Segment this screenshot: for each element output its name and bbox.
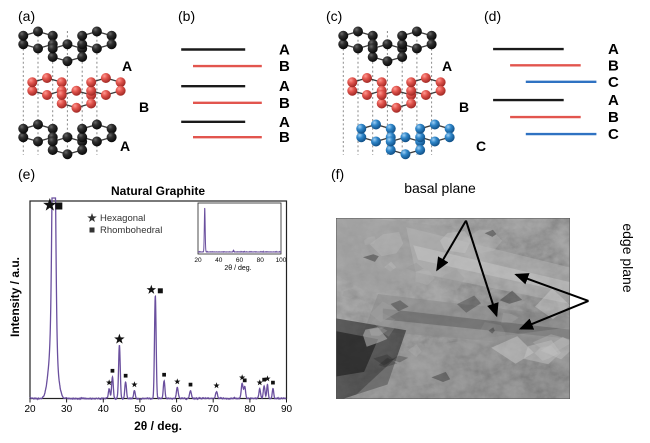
svg-text:A: A [608,92,619,109]
svg-text:2θ / deg.: 2θ / deg. [224,265,251,272]
svg-text:30: 30 [61,404,73,415]
svg-text:Rhombohedral: Rhombohedral [100,225,162,236]
svg-text:50: 50 [134,404,146,415]
svg-text:A: A [279,78,290,95]
svg-text:B: B [608,109,619,126]
svg-text:100: 100 [276,257,287,264]
svg-text:C: C [608,74,619,91]
svg-text:20: 20 [194,257,202,264]
svg-text:B: B [279,95,290,112]
svg-text:A: A [279,42,290,59]
svg-text:C: C [608,126,619,143]
svg-text:B: B [279,129,290,146]
svg-text:70: 70 [208,404,220,415]
svg-text:B: B [608,57,619,74]
svg-text:2θ / deg.: 2θ / deg. [134,419,182,433]
svg-text:80: 80 [244,404,256,415]
svg-text:90: 90 [281,404,293,415]
svg-text:A: A [608,41,619,58]
svg-text:Natural Graphite: Natural Graphite [111,184,205,198]
svg-text:20: 20 [24,404,36,415]
svg-text:80: 80 [257,257,265,264]
svg-text:40: 40 [215,257,223,264]
svg-text:Hexagonal: Hexagonal [100,213,145,224]
svg-text:60: 60 [236,257,244,264]
svg-text:60: 60 [171,404,183,415]
svg-text:B: B [279,58,290,75]
svg-text:40: 40 [98,404,110,415]
